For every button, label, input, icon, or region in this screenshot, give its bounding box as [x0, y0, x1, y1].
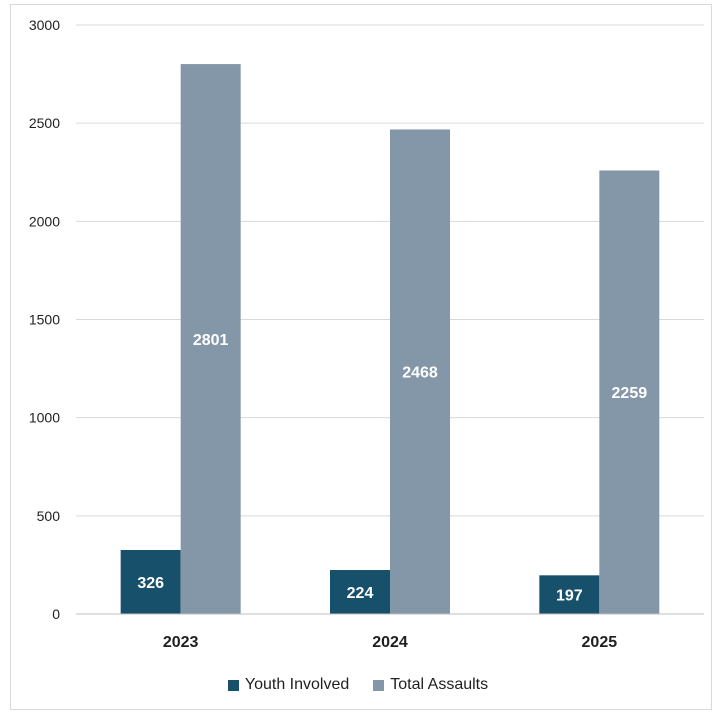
- legend-item-total-assaults: Total Assaults: [373, 676, 488, 694]
- y-tick-label: 1500: [29, 312, 60, 328]
- y-tick-label: 3000: [29, 17, 60, 33]
- bar-youth-involved: [120, 549, 181, 614]
- data-label: 197: [556, 588, 583, 605]
- x-tick-label: 2024: [372, 634, 408, 651]
- legend-swatch: [227, 679, 239, 691]
- data-label: 2801: [193, 332, 229, 349]
- bars: 326 2801 224 2468 197 2259: [120, 64, 660, 615]
- data-label: 326: [137, 575, 164, 592]
- y-tick-label: 500: [37, 508, 61, 524]
- bar-total-assaults: [180, 64, 241, 615]
- legend-label: Youth Involved: [244, 676, 350, 693]
- x-tick-label: 2025: [582, 634, 618, 651]
- x-tick-label: 2023: [163, 634, 199, 651]
- y-tick-label: 0: [52, 606, 60, 622]
- x-axis: 2023 2024 2025: [76, 613, 704, 651]
- legend-label: Total Assaults: [390, 676, 489, 693]
- legend-item-youth-involved: Youth Involved: [227, 676, 350, 694]
- legend-swatch: [373, 679, 385, 691]
- bar-youth-involved: [539, 575, 600, 614]
- bar-total-assaults: [599, 170, 660, 614]
- bar-total-assaults: [390, 129, 450, 614]
- y-tick-label: 2500: [29, 115, 60, 131]
- bar-youth-involved: [330, 570, 390, 614]
- data-label: 2468: [402, 365, 438, 382]
- y-tick-label: 2000: [29, 213, 60, 229]
- data-label: 224: [347, 585, 374, 602]
- legend: Youth Involved Total Assaults: [0, 672, 716, 698]
- y-tick-label: 1000: [29, 410, 60, 426]
- y-axis: 0 500 1000 1500 2000 2500 3000: [29, 17, 60, 622]
- data-label: 2259: [612, 385, 648, 402]
